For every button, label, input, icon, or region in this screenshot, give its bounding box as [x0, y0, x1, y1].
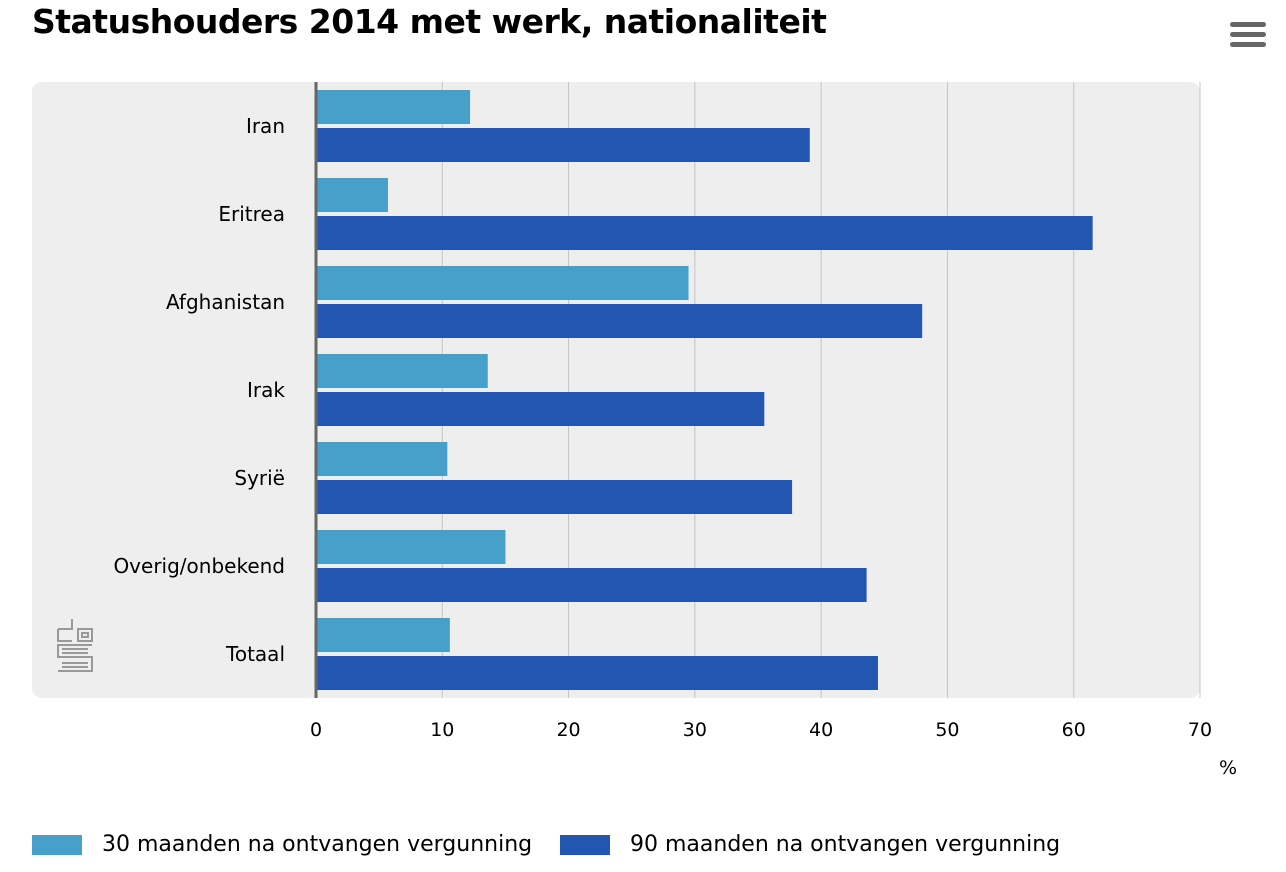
- category-label: Iran: [246, 114, 285, 138]
- legend-label: 90 maanden na ontvangen vergunning: [630, 832, 1061, 857]
- bar-30-maanden[interactable]: [316, 266, 689, 300]
- x-tick-label: 40: [809, 719, 833, 741]
- x-tick-label: 50: [935, 719, 959, 741]
- legend-item-30-maanden[interactable]: 30 maanden na ontvangen vergunning: [32, 830, 532, 860]
- cbs-logo-icon: [57, 619, 93, 672]
- bar-90-maanden[interactable]: [316, 568, 867, 602]
- chart-title: Statushouders 2014 met werk, nationalite…: [32, 2, 827, 41]
- bar-90-maanden[interactable]: [316, 304, 923, 338]
- x-tick-label: 70: [1188, 719, 1212, 741]
- category-label: Syrië: [234, 466, 285, 490]
- legend-label: 30 maanden na ontvangen vergunning: [102, 832, 533, 857]
- x-tick-label: 60: [1062, 719, 1086, 741]
- x-tick-label: 20: [556, 719, 580, 741]
- bar-30-maanden[interactable]: [316, 530, 506, 564]
- legend-swatch: [560, 835, 610, 855]
- category-label: Totaal: [225, 642, 285, 666]
- bar-30-maanden[interactable]: [316, 354, 488, 388]
- bar-30-maanden[interactable]: [316, 178, 388, 212]
- bar-90-maanden[interactable]: [316, 216, 1093, 250]
- bar-90-maanden[interactable]: [316, 656, 878, 690]
- bar-90-maanden[interactable]: [316, 392, 765, 426]
- x-axis-unit-label: %: [1219, 757, 1237, 779]
- legend-swatch: [32, 835, 82, 855]
- x-tick-label: 0: [310, 719, 322, 741]
- legend-item-90-maanden[interactable]: 90 maanden na ontvangen vergunning: [560, 830, 1060, 860]
- x-tick-label: 10: [430, 719, 454, 741]
- hamburger-menu-icon[interactable]: [1230, 22, 1266, 52]
- category-label: Irak: [247, 378, 285, 402]
- bar-30-maanden[interactable]: [316, 90, 471, 124]
- bar-30-maanden[interactable]: [316, 442, 448, 476]
- category-label: Afghanistan: [166, 290, 285, 314]
- bar-30-maanden[interactable]: [316, 618, 450, 652]
- category-label: Overig/onbekend: [113, 554, 285, 578]
- plot-background: [32, 82, 1200, 698]
- category-label: Eritrea: [218, 202, 285, 226]
- bar-90-maanden[interactable]: [316, 128, 810, 162]
- bar-90-maanden[interactable]: [316, 480, 793, 514]
- x-tick-label: 30: [683, 719, 707, 741]
